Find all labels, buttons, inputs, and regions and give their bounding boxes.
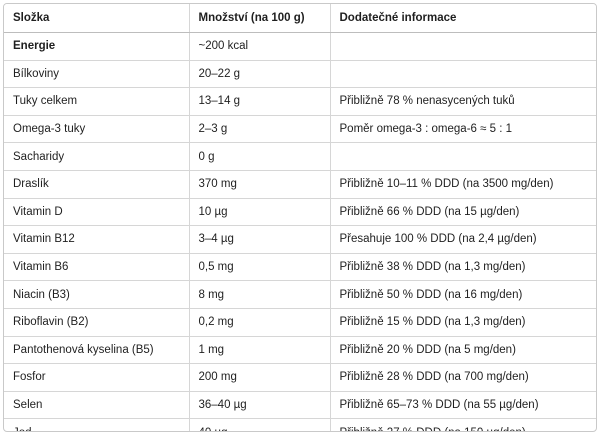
cell-info: Přibližně 28 % DDD (na 700 mg/den) (330, 363, 596, 392)
cell-amount: 0 g (189, 142, 331, 171)
cell-amount: 36–40 µg (189, 391, 331, 420)
cell-component: Tuky celkem (4, 87, 190, 116)
cell-amount: 2–3 g (189, 115, 331, 144)
cell-amount: 8 mg (189, 280, 331, 309)
cell-info: Přibližně 15 % DDD (na 1,3 mg/den) (330, 308, 596, 337)
nutrition-table-container: Složka Množství (na 100 g) Dodatečné inf… (3, 3, 597, 432)
cell-amount: 10 µg (189, 198, 331, 227)
cell-amount: 0,2 mg (189, 308, 331, 337)
table-row: Jod 40 µg Přibližně 27 % DDD (na 150 µg/… (4, 418, 596, 431)
cell-component: Vitamin B12 (4, 225, 190, 254)
table-row: Sacharidy 0 g (4, 142, 596, 171)
table-row: Vitamin B12 3–4 µg Přesahuje 100 % DDD (… (4, 225, 596, 254)
table-row: Fosfor 200 mg Přibližně 28 % DDD (na 700… (4, 363, 596, 392)
table-row: Selen 36–40 µg Přibližně 65–73 % DDD (na… (4, 391, 596, 420)
cell-amount: 40 µg (189, 418, 331, 431)
cell-component: Niacin (B3) (4, 280, 190, 309)
cell-info (330, 60, 596, 89)
cell-component: Selen (4, 391, 190, 420)
column-header-amount: Množství (na 100 g) (189, 4, 331, 33)
cell-component: Vitamin B6 (4, 253, 190, 282)
cell-component: Omega-3 tuky (4, 115, 190, 144)
table-row: Tuky celkem 13–14 g Přibližně 78 % nenas… (4, 87, 596, 116)
cell-amount: ~200 kcal (189, 32, 331, 61)
table-row: Omega-3 tuky 2–3 g Poměr omega-3 : omega… (4, 115, 596, 144)
table-row: Niacin (B3) 8 mg Přibližně 50 % DDD (na … (4, 280, 596, 309)
table-row: Pantothenová kyselina (B5) 1 mg Přibližn… (4, 336, 596, 365)
cell-amount: 20–22 g (189, 60, 331, 89)
cell-component: Bílkoviny (4, 60, 190, 89)
table-body: Energie ~200 kcal Bílkoviny 20–22 g Tuky… (4, 32, 596, 431)
cell-amount: 3–4 µg (189, 225, 331, 254)
cell-info: Přibližně 66 % DDD (na 15 µg/den) (330, 198, 596, 227)
cell-component: Fosfor (4, 363, 190, 392)
table-row: Energie ~200 kcal (4, 32, 596, 61)
table-row: Vitamin B6 0,5 mg Přibližně 38 % DDD (na… (4, 253, 596, 282)
table-row: Riboflavin (B2) 0,2 mg Přibližně 15 % DD… (4, 308, 596, 337)
cell-info: Přibližně 78 % nenasycených tuků (330, 87, 596, 116)
cell-info: Přesahuje 100 % DDD (na 2,4 µg/den) (330, 225, 596, 254)
table-header: Složka Množství (na 100 g) Dodatečné inf… (4, 4, 596, 33)
cell-component: Jod (4, 418, 190, 431)
cell-component: Pantothenová kyselina (B5) (4, 336, 190, 365)
cell-amount: 13–14 g (189, 87, 331, 116)
cell-info (330, 32, 596, 61)
cell-info: Poměr omega-3 : omega-6 ≈ 5 : 1 (330, 115, 596, 144)
table-row: Vitamin D 10 µg Přibližně 66 % DDD (na 1… (4, 198, 596, 227)
table-row: Bílkoviny 20–22 g (4, 60, 596, 89)
column-header-info: Dodatečné informace (330, 4, 596, 33)
cell-info: Přibližně 10–11 % DDD (na 3500 mg/den) (330, 170, 596, 199)
cell-amount: 200 mg (189, 363, 331, 392)
cell-info: Přibližně 38 % DDD (na 1,3 mg/den) (330, 253, 596, 282)
cell-amount: 370 mg (189, 170, 331, 199)
cell-info: Přibližně 50 % DDD (na 16 mg/den) (330, 280, 596, 309)
cell-info: Přibližně 65–73 % DDD (na 55 µg/den) (330, 391, 596, 420)
nutrition-table: Složka Množství (na 100 g) Dodatečné inf… (4, 4, 596, 431)
cell-component: Vitamin D (4, 198, 190, 227)
cell-info (330, 142, 596, 171)
cell-component: Energie (4, 32, 190, 61)
header-row: Složka Množství (na 100 g) Dodatečné inf… (4, 4, 596, 33)
cell-component: Sacharidy (4, 142, 190, 171)
cell-amount: 1 mg (189, 336, 331, 365)
column-header-component: Složka (4, 4, 190, 33)
cell-amount: 0,5 mg (189, 253, 331, 282)
cell-info: Přibližně 27 % DDD (na 150 µg/den) (330, 419, 596, 431)
table-row: Draslík 370 mg Přibližně 10–11 % DDD (na… (4, 170, 596, 199)
cell-component: Draslík (4, 170, 190, 199)
cell-info: Přibližně 20 % DDD (na 5 mg/den) (330, 336, 596, 365)
cell-component: Riboflavin (B2) (4, 308, 190, 337)
